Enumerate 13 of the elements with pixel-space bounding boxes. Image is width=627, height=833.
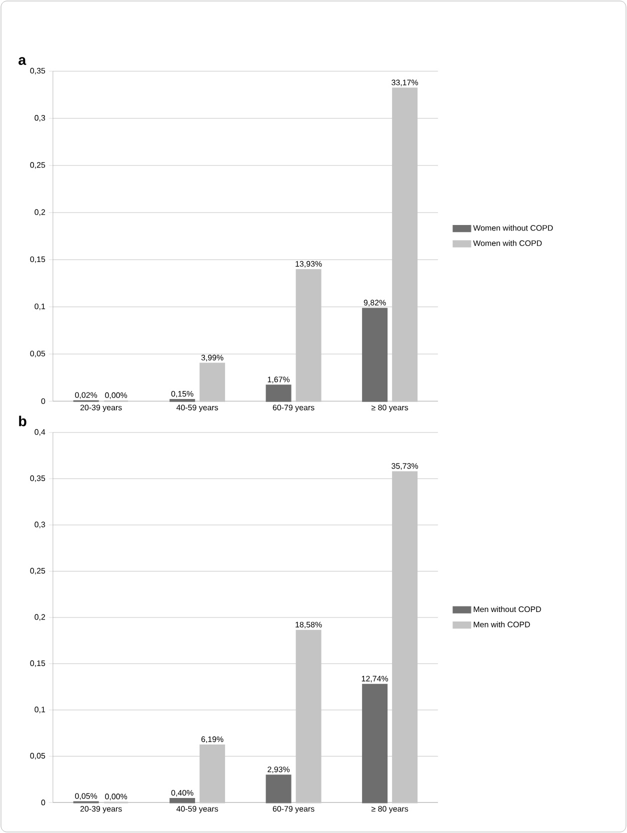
bar bbox=[266, 774, 292, 804]
bar bbox=[362, 308, 388, 402]
bar bbox=[170, 798, 196, 804]
bar bbox=[392, 471, 418, 804]
bar bbox=[266, 384, 292, 402]
bar bbox=[362, 684, 388, 804]
chart-title: b bbox=[19, 416, 26, 426]
bar bbox=[200, 362, 226, 402]
bar bbox=[296, 269, 322, 402]
chart-title: a bbox=[18, 57, 26, 65]
bar bbox=[392, 88, 418, 402]
bar bbox=[296, 630, 322, 804]
bar bbox=[200, 744, 226, 804]
